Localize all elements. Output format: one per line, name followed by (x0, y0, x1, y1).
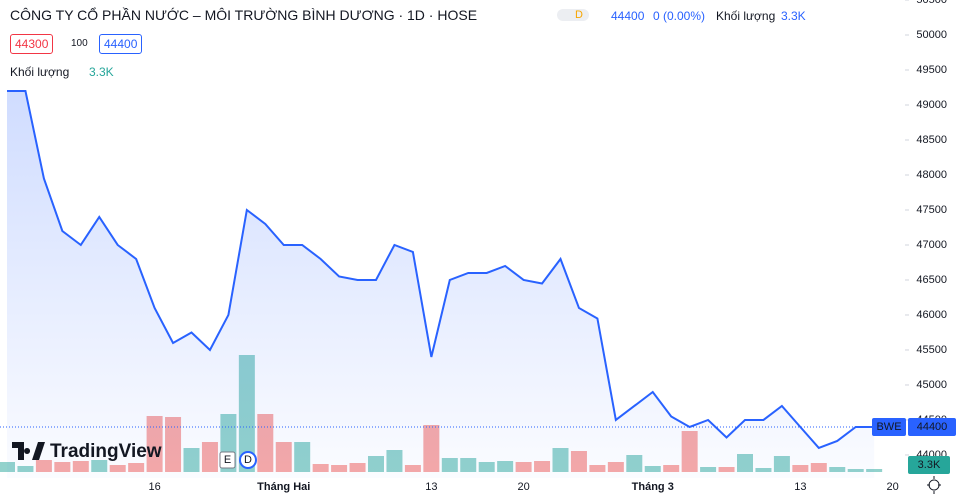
volume-legend-value: 3.3K (89, 65, 114, 79)
x-tick-label: 13 (425, 481, 437, 493)
x-tick-label: Tháng 3 (632, 481, 674, 493)
volume-tag (908, 456, 950, 474)
logo-icon (12, 442, 45, 460)
y-tick-label: 47500 (916, 204, 947, 216)
y-tick-label: 48500 (916, 134, 947, 146)
event-text: E (224, 454, 231, 466)
y-tick-label: 45500 (916, 344, 947, 356)
y-tick-label: 49000 (916, 99, 947, 111)
y-tick-label: 50500 (916, 0, 947, 6)
symbol-tag (872, 417, 906, 436)
volume-legend-label: Khối lượng (10, 65, 70, 79)
y-tick-label: 50000 (916, 29, 947, 41)
x-tick-label: 20 (886, 481, 898, 493)
x-tick-label: Tháng Hai (257, 481, 310, 493)
symbol-text: BWE (876, 421, 901, 433)
x-tick-label: 20 (517, 481, 529, 493)
price-line (7, 89, 875, 450)
y-tick-label: 47000 (916, 239, 947, 251)
y-tick-label: 46500 (916, 274, 947, 286)
y-tick-label: 45000 (916, 379, 947, 391)
settings-icon[interactable] (927, 476, 941, 494)
spread: 100 (71, 38, 88, 49)
event-marker (219, 451, 236, 469)
chart-title: CÔNG TY CỔ PHẦN NƯỚC – MÔI TRƯỜNG BÌNH D… (10, 7, 478, 23)
volume-tag-text: 3.3K (918, 459, 941, 471)
logo-text: TradingView (50, 441, 162, 462)
last-price: 44400 (611, 9, 645, 23)
y-tick-label: 49500 (916, 64, 947, 76)
price-tag-text: 44400 (917, 421, 948, 433)
x-tick-label: 13 (794, 481, 806, 493)
ask[interactable]: 44400 (99, 34, 143, 54)
event-marker (239, 451, 257, 469)
logo[interactable]: TradingView (12, 441, 162, 462)
price-tag (908, 417, 956, 436)
change: 0 (0.00%) (653, 9, 706, 23)
y-tick-label: 46000 (916, 309, 947, 321)
x-tick-label: 16 (148, 481, 160, 493)
event-text: D (244, 454, 252, 466)
bid[interactable]: 44300 (10, 34, 54, 54)
price-area (7, 90, 875, 478)
volume-value: 3.3K (781, 9, 806, 23)
y-tick-label: 48000 (916, 169, 947, 181)
volume-label: Khối lượng (716, 9, 776, 23)
badge[interactable]: D (557, 9, 589, 21)
